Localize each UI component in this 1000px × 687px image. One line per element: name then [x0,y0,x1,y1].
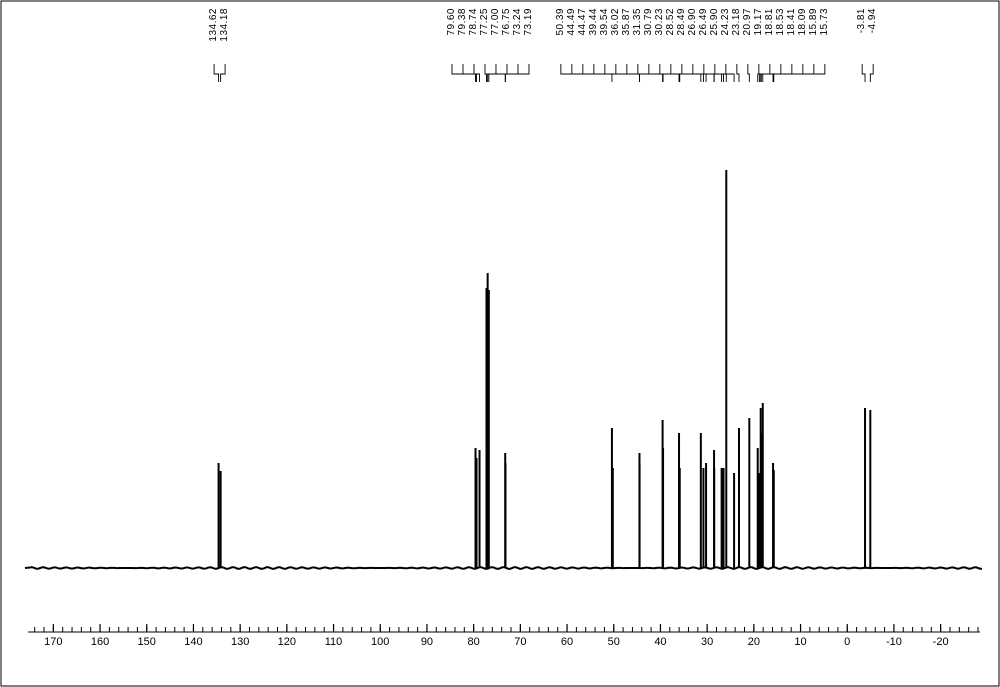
peak-ppm-label: 77.25 [480,8,490,36]
axis-tick-label: 80 [468,636,480,648]
peak-ppm-label: 36.02 [611,8,621,36]
axis-tick-label: 150 [138,636,156,648]
axis-tick-label: 110 [325,636,343,648]
peak-ppm-label: 18.53 [776,8,786,36]
peak-ppm-label: 31.35 [633,8,643,36]
peak-ppm-label: -4.94 [868,8,878,33]
peak-ppm-label: 35.87 [622,8,632,36]
axis-tick-label: -10 [886,636,902,648]
peak-ppm-label: 23.18 [732,8,742,36]
axis-tick-label: 60 [561,636,573,648]
peak-ppm-label: 28.49 [677,8,687,36]
peak-ppm-label: 24.23 [721,8,731,36]
peak-ppm-label: 26.90 [688,8,698,36]
peak-ppm-label: 44.49 [567,8,577,36]
peak-ppm-label: 28.52 [666,8,676,36]
peak-ppm-label: 78.74 [469,8,479,36]
axis-tick-label: 10 [794,636,806,648]
peak-ppm-label: 39.44 [589,8,599,36]
peak-ppm-label: 76.75 [502,8,512,36]
axis-tick-label: 50 [608,636,620,648]
axis-tick-label: 120 [278,636,296,648]
nmr-spectrum-chart: 1701601501401301201101009080706050403020… [0,0,1000,687]
peak-ppm-label: 39.54 [600,8,610,36]
peak-ppm-label: 79.60 [447,8,457,36]
peak-ppm-label: 30.79 [644,8,654,36]
axis-tick-label: 130 [231,636,249,648]
peak-ppm-label: 134.18 [220,8,230,42]
peak-ppm-label: 77.00 [491,8,501,36]
peak-ppm-label: 19.17 [754,8,764,36]
peak-ppm-label: 73.19 [524,8,534,36]
axis-tick-label: 140 [184,636,202,648]
spectrum-svg [0,0,1000,687]
peak-ppm-label: 50.39 [556,8,566,36]
axis-tick-label: 40 [654,636,666,648]
peak-ppm-label: 44.47 [578,8,588,36]
axis-tick-label: 160 [91,636,109,648]
peak-ppm-label: 18.81 [765,8,775,36]
axis-tick-label: 0 [844,636,850,648]
peak-ppm-label: -3.81 [857,8,867,33]
axis-tick-label: -20 [933,636,949,648]
axis-tick-label: 20 [748,636,760,648]
peak-ppm-label: 15.89 [809,8,819,36]
peak-ppm-label: 25.90 [710,8,720,36]
peak-ppm-label: 18.09 [798,8,808,36]
peak-ppm-label: 26.49 [699,8,709,36]
peak-ppm-label: 134.62 [209,8,219,42]
axis-tick-label: 170 [44,636,62,648]
peak-ppm-label: 20.97 [743,8,753,36]
axis-tick-label: 90 [421,636,433,648]
axis-tick-label: 70 [514,636,526,648]
axis-tick-label: 30 [701,636,713,648]
peak-ppm-label: 73.24 [513,8,523,36]
peak-ppm-label: 79.38 [458,8,468,36]
peak-ppm-label: 18.41 [787,8,797,36]
axis-tick-label: 100 [371,636,389,648]
peak-ppm-label: 15.73 [820,8,830,36]
peak-ppm-label: 30.23 [655,8,665,36]
